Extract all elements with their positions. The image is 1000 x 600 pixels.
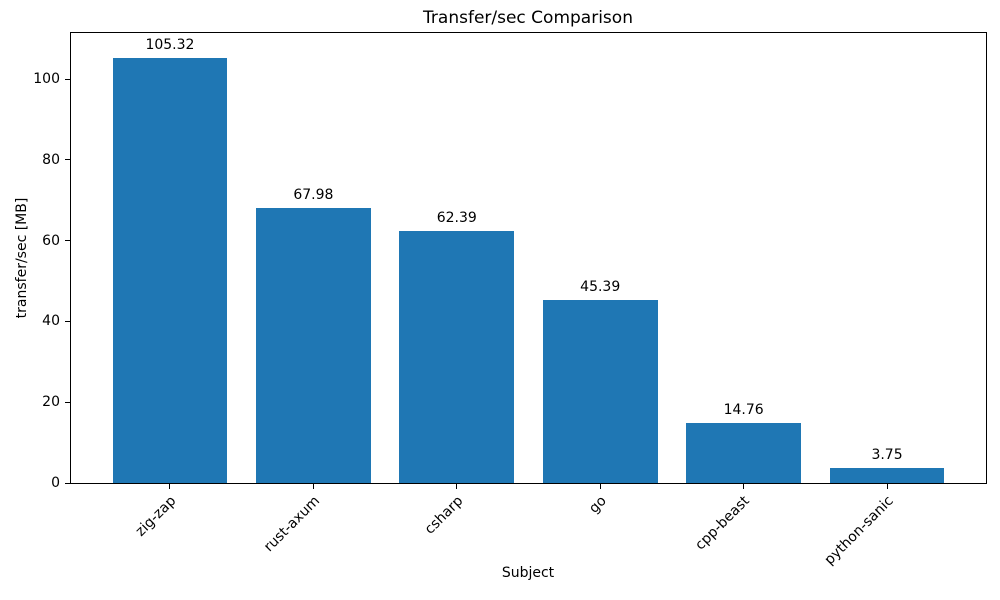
y-tick-mark <box>65 240 70 242</box>
x-axis-label: Subject <box>501 565 555 581</box>
bar <box>112 57 228 483</box>
x-tick-mark <box>886 484 888 489</box>
bar-value-label: 67.98 <box>293 187 334 204</box>
bar-value-label: 14.76 <box>723 402 764 419</box>
y-tick-mark <box>65 401 70 403</box>
bar <box>399 230 515 483</box>
y-tick-label: 100 <box>33 71 60 88</box>
bar-value-label: 45.39 <box>580 278 621 295</box>
x-tick-label: rust-axum <box>260 493 323 556</box>
bar <box>542 299 658 483</box>
bar <box>256 208 371 483</box>
bar-value-label: 3.75 <box>871 446 903 463</box>
x-tick-label: cpp-beast <box>692 493 753 554</box>
y-tick-label: 60 <box>42 232 60 249</box>
x-tick-mark <box>456 484 458 489</box>
plot-area: 0 20 40 60 80 100 105.32 zig-zap 67.98 rust-axum 6… <box>33 32 987 568</box>
x-tick-mark <box>169 484 171 489</box>
y-tick-mark <box>65 78 70 80</box>
y-tick-label: 40 <box>42 313 60 330</box>
x-tick-label: go <box>585 493 610 517</box>
y-tick-label: 0 <box>51 475 60 491</box>
x-tick-mark <box>599 484 601 489</box>
y-axis-label: transfer/sec [MB] <box>14 197 30 319</box>
bar-value-label: 62.39 <box>436 209 477 226</box>
y-tick-mark <box>65 159 70 161</box>
bar <box>829 467 945 483</box>
x-tick-label: csharp <box>421 493 467 538</box>
x-tick-mark <box>743 484 745 489</box>
x-tick-mark <box>312 484 314 489</box>
bar <box>686 423 801 483</box>
x-tick-label: zig-zap <box>132 493 180 540</box>
y-tick-label: 80 <box>42 151 60 168</box>
chart-title: Transfer/sec Comparison <box>423 8 633 28</box>
y-tick-mark <box>65 482 70 484</box>
y-tick-label: 20 <box>42 394 60 411</box>
y-tick-mark <box>65 320 70 322</box>
x-tick-label: python-sanic <box>821 493 897 569</box>
bar-value-label: 105.32 <box>145 36 195 53</box>
